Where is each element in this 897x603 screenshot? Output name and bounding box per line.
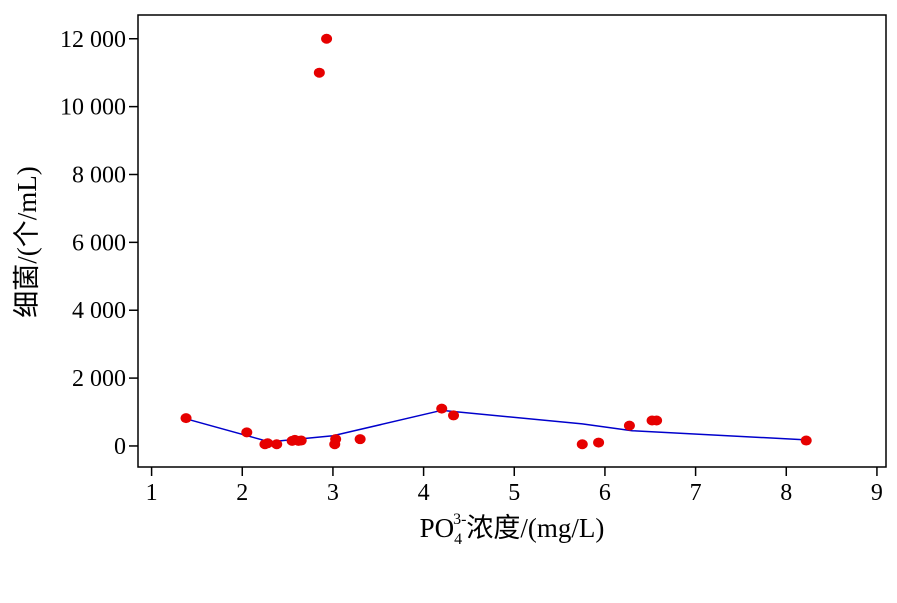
data-point: [180, 413, 192, 424]
x-label-prefix: PO: [420, 513, 455, 543]
x-label-superscript: 3-: [453, 511, 466, 528]
data-point: [623, 420, 635, 431]
data-point: [271, 439, 283, 450]
y-axis-ticks: 0 2 000 4 000 6 000 8 000 10 000 12 000: [60, 27, 138, 460]
data-point: [354, 434, 366, 445]
x-tick-label: 4: [418, 480, 430, 506]
y-tick-label: 0: [114, 434, 126, 460]
x-tick-label: 7: [690, 480, 702, 506]
y-tick-label: 8 000: [72, 162, 126, 188]
data-point: [321, 33, 333, 44]
y-tick-label: 10 000: [60, 95, 126, 121]
x-tick-label: 8: [780, 480, 792, 506]
x-label-suffix: 浓度/(mg/L): [466, 513, 604, 543]
y-axis-label: 细菌/(个/mL): [12, 166, 42, 317]
data-point: [448, 410, 460, 421]
y-tick-label: 6 000: [72, 230, 126, 256]
plot-frame: [137, 14, 887, 468]
data-point: [576, 439, 588, 450]
data-points: [180, 33, 812, 450]
data-point: [241, 427, 253, 438]
data-point: [330, 434, 342, 445]
x-axis-ticks: 1 2 3 4 5 6 7 8 9: [146, 467, 883, 506]
x-axis-label: PO4 3-浓度/(mg/L): [420, 511, 605, 548]
y-tick-label: 2 000: [72, 366, 126, 392]
data-point: [436, 403, 448, 414]
data-point: [651, 415, 663, 426]
x-tick-label: 1: [146, 480, 158, 506]
data-point: [593, 437, 605, 448]
x-tick-label: 5: [508, 480, 520, 506]
x-tick-label: 6: [599, 480, 611, 506]
y-tick-label: 4 000: [72, 298, 126, 324]
x-tick-label: 9: [871, 480, 883, 506]
data-point: [313, 67, 325, 78]
data-point: [295, 435, 307, 446]
data-point: [262, 438, 274, 449]
data-point: [800, 435, 812, 446]
x-tick-label: 2: [236, 480, 248, 506]
trend-line: [185, 409, 807, 443]
y-tick-label: 12 000: [60, 27, 126, 53]
x-tick-label: 3: [327, 480, 339, 506]
x-label-subscript: 4: [454, 531, 462, 548]
